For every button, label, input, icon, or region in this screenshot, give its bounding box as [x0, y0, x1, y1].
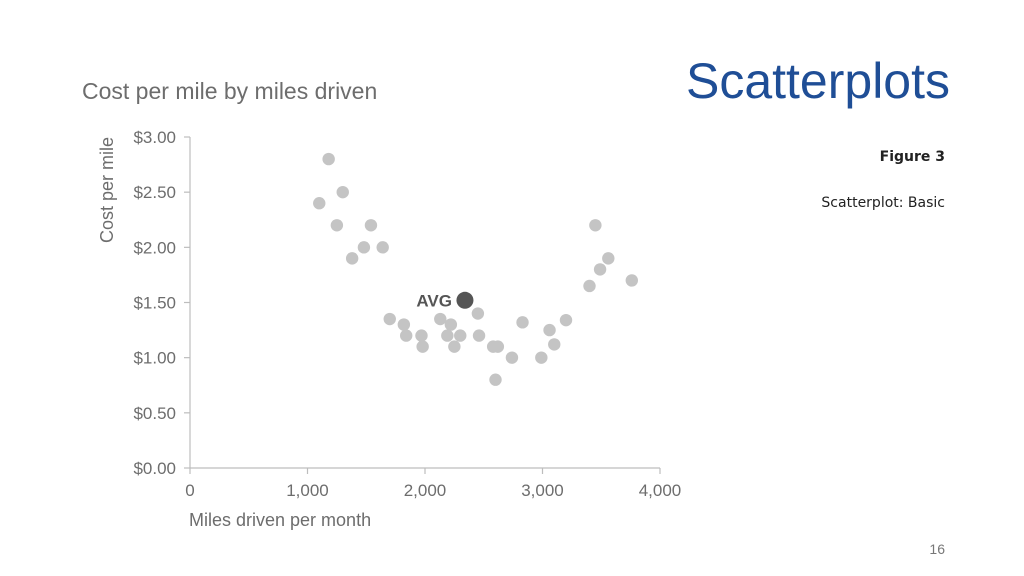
x-tick-label: 3,000 — [521, 481, 564, 500]
data-point — [548, 338, 561, 351]
annotations: AVG — [416, 291, 474, 310]
data-point — [376, 241, 389, 254]
x-axis-label: Miles driven per month — [189, 510, 371, 530]
data-point — [593, 263, 607, 276]
avg-point — [456, 291, 474, 309]
page-number: 16 — [929, 541, 945, 557]
data-points — [313, 152, 638, 386]
data-point — [444, 318, 458, 331]
x-tick-label: 4,000 — [639, 481, 682, 500]
data-point — [397, 318, 411, 331]
figure-label: Figure 3 — [879, 149, 945, 165]
data-point — [505, 351, 519, 364]
y-tick-label: $0.50 — [133, 404, 176, 423]
data-point — [330, 219, 344, 232]
data-point — [471, 307, 485, 320]
data-point — [454, 329, 467, 342]
data-point — [416, 340, 429, 353]
y-tick-label: $0.00 — [133, 459, 176, 478]
slide-title: Scatterplots — [685, 53, 950, 109]
data-point — [559, 313, 573, 327]
avg-label: AVG — [416, 291, 452, 310]
data-point — [602, 252, 615, 265]
data-point — [364, 219, 378, 232]
data-point — [357, 241, 371, 254]
data-point — [441, 329, 454, 342]
data-point — [535, 351, 548, 364]
data-point — [415, 329, 428, 342]
y-tick-label: $1.50 — [133, 294, 176, 313]
y-tick-label: $2.00 — [133, 238, 176, 257]
data-point — [448, 340, 461, 353]
figure-caption: Scatterplot: Basic — [821, 195, 945, 211]
y-tick-label: $3.00 — [133, 128, 176, 147]
data-point — [491, 340, 505, 353]
data-point — [400, 329, 413, 342]
data-point — [434, 312, 447, 326]
data-point — [625, 274, 638, 287]
data-point — [345, 252, 359, 265]
data-point — [313, 197, 326, 210]
data-point — [322, 152, 335, 166]
y-tick-label: $1.00 — [133, 349, 176, 368]
data-point — [589, 219, 602, 232]
data-point — [472, 329, 486, 342]
data-point — [383, 312, 396, 326]
data-point — [336, 185, 349, 199]
x-tick-label: 0 — [185, 481, 194, 500]
data-point — [516, 316, 529, 329]
y-axis-label: Cost per mile — [97, 137, 117, 243]
x-tick-label: 1,000 — [286, 481, 329, 500]
x-tick-label: 2,000 — [404, 481, 447, 500]
chart-title: Cost per mile by miles driven — [82, 78, 378, 104]
data-point — [489, 373, 502, 386]
axes: $0.00 $0.50 $1.00 $1.50 $2.00 $2.50 $3.00 0 1,00… — [133, 128, 681, 500]
y-tick-label: $2.50 — [133, 183, 176, 202]
data-point — [583, 279, 596, 293]
data-point — [543, 323, 556, 337]
